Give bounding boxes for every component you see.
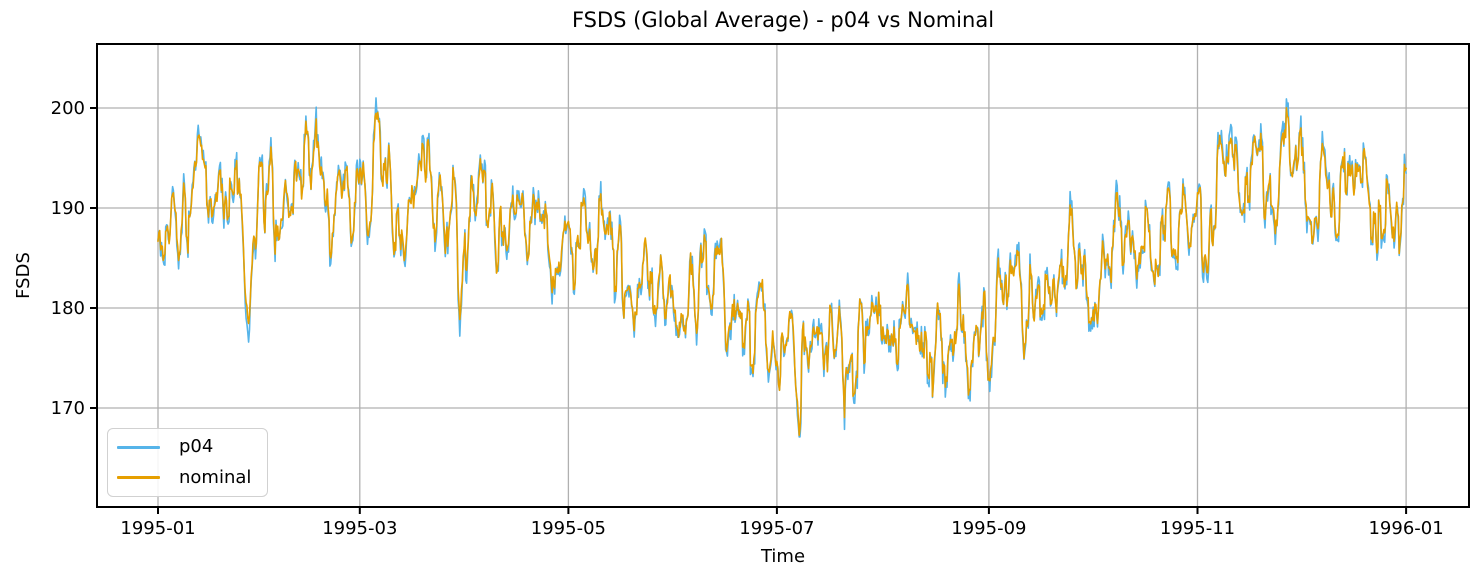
- legend-line-nominal: [117, 476, 160, 480]
- y-tick-label: 170: [51, 398, 85, 419]
- series-line-p04: [157, 97, 1407, 438]
- legend-entry-nominal: nominal: [117, 466, 267, 490]
- x-tick-label: 1995-07: [739, 518, 814, 539]
- x-tick-label: 1995-11: [1160, 518, 1235, 539]
- x-tick-label: 1995-05: [531, 518, 606, 539]
- x-tick-label: 1995-01: [120, 518, 195, 539]
- x-tick-label: 1996-01: [1368, 518, 1443, 539]
- legend-label-nominal: nominal: [179, 466, 252, 488]
- series-line-nominal: [157, 107, 1407, 436]
- chart-title: FSDS (Global Average) - p04 vs Nominal: [571, 8, 995, 32]
- legend-line-p04: [117, 445, 160, 449]
- y-axis-label-wrap: FSDS: [0, 44, 46, 507]
- y-axis-label: FSDS: [12, 252, 34, 299]
- y-tick-label: 200: [51, 98, 85, 119]
- legend-label-p04: p04: [179, 436, 214, 458]
- x-tick-label: 1995-03: [322, 518, 397, 539]
- legend: p04 nominal: [107, 428, 268, 497]
- x-tick-label: 1995-09: [951, 518, 1026, 539]
- x-axis-label: Time: [760, 546, 806, 567]
- y-tick-label: 190: [51, 198, 85, 219]
- plot-border: [96, 43, 1470, 508]
- y-tick-label: 180: [51, 298, 85, 319]
- legend-entry-p04: p04: [117, 435, 267, 459]
